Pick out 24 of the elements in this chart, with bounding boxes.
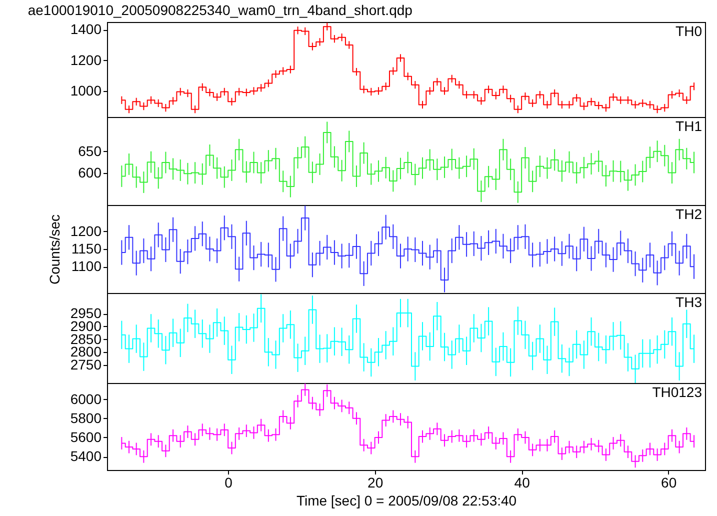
text: TH0: [676, 23, 702, 39]
x-tick-label: 0: [224, 474, 233, 490]
y-tick-label: 1000: [70, 82, 102, 98]
y-tick-label: 1200: [70, 222, 102, 239]
y-tick-label: 6000: [70, 390, 102, 407]
y-tick-label: 1100: [71, 258, 102, 274]
y-tick-label: 600: [78, 164, 102, 180]
y-tick-label: 5800: [70, 410, 102, 426]
chart-title: ae100019010_20050908225340_wam0_trn_4band_short.qdp: [28, 2, 413, 18]
y-tick-label: 1200: [70, 52, 102, 68]
y-tick-label: 5600: [70, 428, 102, 445]
series-label: TH2: [676, 206, 702, 222]
series-label: TH1: [676, 118, 702, 134]
y-axis-title: Counts/sec: [46, 214, 62, 285]
y-tick-label: 650: [78, 142, 102, 159]
x-tick-label: 20: [368, 474, 384, 490]
y-tick-label: 5400: [70, 448, 102, 464]
series-label: TH3: [676, 294, 702, 310]
y-tick-label: 1150: [71, 240, 102, 256]
text: TH0123: [652, 384, 702, 400]
y-tick-label: 1400: [70, 21, 102, 38]
x-tick-label: 40: [514, 474, 530, 490]
x-axis-title: Time [sec] 0 = 2005/09/08 22:53:40: [296, 492, 517, 508]
x-tick-label: 60: [661, 474, 677, 490]
